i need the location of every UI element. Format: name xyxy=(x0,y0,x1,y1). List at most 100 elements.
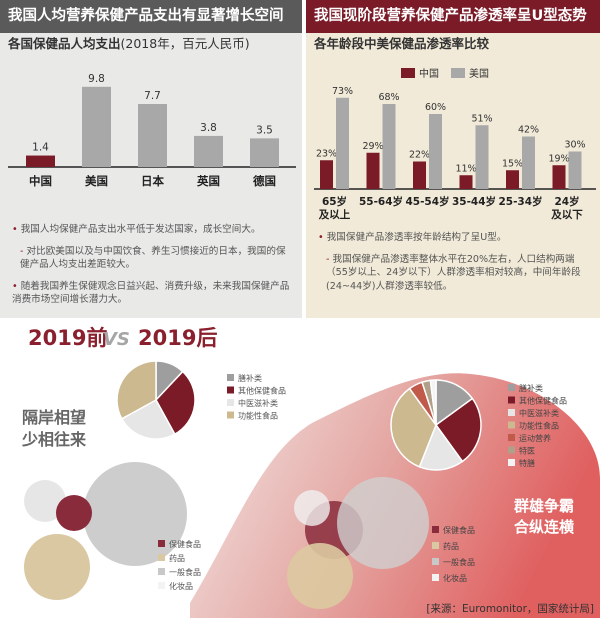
era-after-label: 2019后 xyxy=(138,326,217,350)
pie-slice xyxy=(116,360,157,420)
bubble-before-general-food xyxy=(83,462,187,566)
bubble-before-drugs xyxy=(24,534,90,600)
pie-slice xyxy=(418,423,464,471)
penetration-value-label: 60% xyxy=(425,102,446,113)
era-before-label: 2019前 xyxy=(28,326,107,350)
left-note-1: • 我国人均保健产品支出水平低于发达国家，成长空间大。 xyxy=(12,224,261,235)
bubble-after-general-food xyxy=(337,477,429,569)
penetration-value-label: 22% xyxy=(409,150,430,161)
legend-label: 功能性食品 xyxy=(519,421,559,431)
left-notes: • 我国人均保健产品支出水平低于发达国家，成长空间大。 - 对比欧美国以及与中国… xyxy=(12,223,294,315)
spending-value-label: 7.7 xyxy=(144,90,161,102)
spending-bar xyxy=(26,155,55,167)
left-chart-subtitle-main: 各国保健品人均支出 xyxy=(8,36,121,51)
spending-bar xyxy=(82,86,111,167)
left-panel: 我国人均营养保健产品支出有显著增长空间 各国保健品人均支出(2018年，百元人民… xyxy=(0,0,302,318)
penetration-bar xyxy=(320,160,333,189)
legend-label: 化妆品 xyxy=(443,573,467,583)
bubble-after-cosmetics xyxy=(294,490,330,526)
bubble-before-cosmetics xyxy=(24,480,66,522)
penetration-value-label: 73% xyxy=(332,86,353,97)
legend-swatch xyxy=(227,411,234,419)
right-notes: • 我国保健产品渗透率按年龄结构了呈U型。 - 我国保健产品渗透率整体水平在20… xyxy=(318,231,592,301)
legend-label: 功能性食品 xyxy=(238,411,278,421)
legend-label: 保健食品 xyxy=(443,525,475,535)
spending-bar xyxy=(194,135,223,167)
penetration-bar xyxy=(475,125,489,189)
right-note-2: - 我国保健产品渗透率整体水平在20%左右，人口结构两端（55岁以上、24岁以下… xyxy=(326,253,581,292)
penetration-value-label: 68% xyxy=(378,92,399,103)
pie-slice xyxy=(155,370,196,436)
spending-category-label: 德国 xyxy=(252,174,276,188)
legend-label: 药品 xyxy=(169,553,185,563)
spending-bar xyxy=(138,104,167,167)
penetration-value-label: 15% xyxy=(502,158,523,169)
spending-category-label: 英国 xyxy=(196,174,220,188)
left-note-3: • 随着我国养生保健观念日益兴起、消费升级，未来我国保健产品消费市场空间增长潜力… xyxy=(12,280,290,306)
right-chart-subtitle: 各年龄段中美保健品渗透率比较 xyxy=(314,36,490,51)
spending-category-label: 美国 xyxy=(85,174,108,188)
penetration-bar xyxy=(429,114,442,189)
legend-swatch xyxy=(158,554,165,561)
left-note-2: - 对比欧美国以及与中国饮食、养生习惯接近的日本，我国的保健产品人均支出差距较大… xyxy=(20,245,286,271)
penetration-value-label: 51% xyxy=(471,113,492,124)
pie-before xyxy=(116,360,196,440)
legend-swatch xyxy=(508,459,515,466)
legend-swatch xyxy=(432,558,439,565)
spending-category-label: 中国 xyxy=(29,174,52,188)
legend-label: 药品 xyxy=(443,541,459,551)
legend-swatch xyxy=(158,582,165,589)
legend-label: 一般食品 xyxy=(443,557,475,567)
vs-label: VS xyxy=(103,329,130,350)
penetration-bar xyxy=(506,170,519,189)
legend-label: 保健食品 xyxy=(169,539,201,549)
penetration-category-label: 及以上 xyxy=(319,208,351,221)
legend-label: 特膳 xyxy=(519,458,535,468)
legend-label: 膳补类 xyxy=(238,373,262,383)
legend-swatch xyxy=(432,574,439,581)
right-panel: 我国现阶段营养保健产品渗透率呈U型态势 各年龄段中美保健品渗透率比较 中国 美国 2… xyxy=(306,0,600,318)
legend-swatch xyxy=(432,542,439,549)
legend-label: 其他保健食品 xyxy=(238,386,286,396)
penetration-bar xyxy=(382,104,396,189)
spending-value-label: 3.5 xyxy=(256,124,273,136)
pie-slice xyxy=(120,398,176,440)
legend-label: 一般食品 xyxy=(169,567,201,577)
legend-swatch xyxy=(508,421,515,429)
penetration-bar xyxy=(552,165,566,189)
penetration-value-label: 30% xyxy=(564,140,585,151)
legend-swatch xyxy=(508,384,515,391)
left-chart-subtitle: 各国保健品人均支出(2018年，百元人民币) xyxy=(0,33,302,55)
bubble-before-health-food xyxy=(56,495,92,531)
penetration-value-label: 23% xyxy=(316,148,337,159)
slogan-right-line-2: 合纵连横 xyxy=(513,518,575,536)
penetration-value-label: 11% xyxy=(455,163,476,174)
penetration-value-label: 19% xyxy=(548,153,569,164)
pie-slice xyxy=(390,387,437,468)
penetration-bar xyxy=(336,97,349,189)
penetration-category-label: 45-54岁 xyxy=(405,195,449,208)
penetration-legend-swatch xyxy=(401,68,415,78)
penetration-bar xyxy=(366,152,380,189)
legend-swatch xyxy=(158,568,165,575)
legend-label: 特医 xyxy=(519,446,535,456)
slogan-left-line-2: 少相往来 xyxy=(21,430,87,449)
slogan-right-line-1: 群雄争霸 xyxy=(514,497,574,515)
penetration-category-label: 35-44岁 xyxy=(452,195,496,208)
right-panel-header: 我国现阶段营养保健产品渗透率呈U型态势 xyxy=(306,0,600,33)
legend-label: 中医滋补类 xyxy=(519,408,559,418)
spending-value-label: 9.8 xyxy=(88,73,105,85)
penetration-bar xyxy=(413,161,426,189)
legend-label: 中医滋补类 xyxy=(238,398,278,408)
penetration-category-label: 25-34岁 xyxy=(498,195,542,208)
spending-bar-chart: 1.4 中国 9.8 美国 7.7 日本 3.8 英国 3.5 德国 xyxy=(8,73,296,188)
legend-swatch xyxy=(227,386,234,394)
source-note: [来源：Euromonitor，国家统计局] xyxy=(426,603,594,615)
legend-label: 膳补类 xyxy=(519,383,543,393)
legend-swatch xyxy=(508,396,515,404)
slogan-left-line-1: 隔岸相望 xyxy=(22,408,86,427)
left-chart-subtitle-unit: (2018年，百元人民币) xyxy=(120,36,250,51)
